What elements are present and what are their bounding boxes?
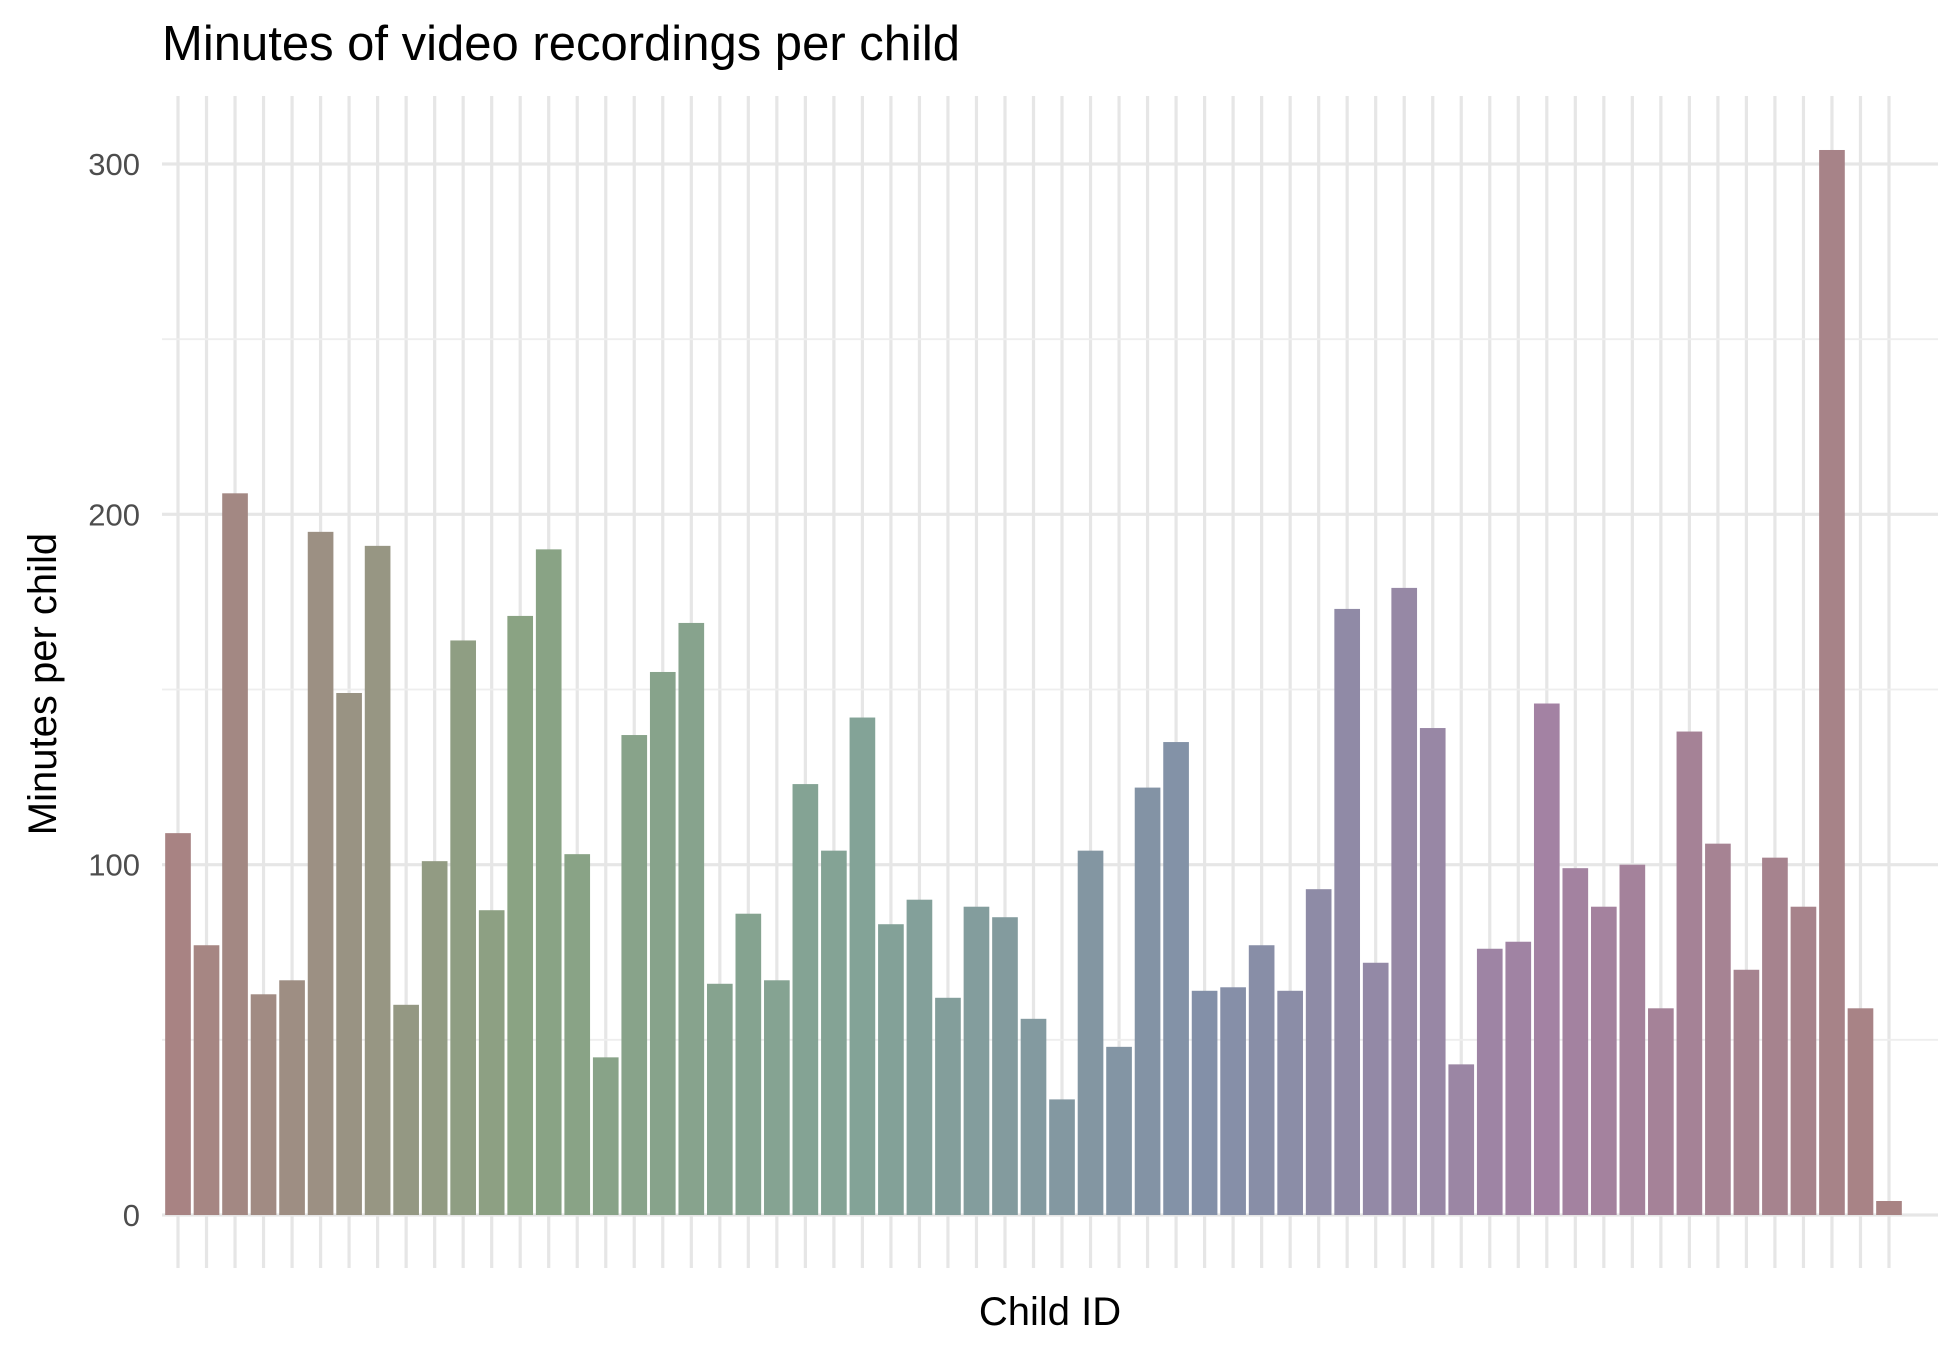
- bar: [649, 671, 676, 1215]
- bar: [621, 735, 648, 1215]
- bar: [1134, 787, 1161, 1215]
- bar: [1419, 728, 1446, 1215]
- bar: [1077, 850, 1104, 1215]
- bar: [1448, 1064, 1475, 1215]
- bar: [507, 615, 534, 1215]
- bar: [535, 549, 562, 1215]
- bar: [1762, 857, 1788, 1215]
- bar: [165, 833, 191, 1215]
- bar: [222, 493, 248, 1215]
- y-axis-title: Minutes per child: [21, 533, 65, 835]
- bar: [193, 945, 220, 1215]
- bar: [1876, 1200, 1902, 1215]
- bar: [821, 850, 847, 1215]
- bar: [1020, 1018, 1047, 1215]
- bar: [1505, 941, 1532, 1215]
- bar: [1733, 969, 1760, 1215]
- bar: [1391, 587, 1418, 1215]
- bar: [1619, 864, 1646, 1215]
- bar: [1163, 742, 1189, 1215]
- bar: [1191, 990, 1218, 1215]
- bar: [421, 861, 448, 1215]
- bar: [592, 1057, 619, 1215]
- bar: [735, 913, 762, 1215]
- bar: [678, 622, 705, 1215]
- bar: [878, 924, 904, 1215]
- y-tick-label: 200: [88, 497, 140, 532]
- bar: [764, 980, 790, 1215]
- bar: [364, 545, 391, 1215]
- bar: [1362, 962, 1389, 1215]
- bar: [279, 980, 305, 1215]
- bar: [1106, 1046, 1132, 1215]
- bar: [393, 1004, 419, 1215]
- bar: [706, 983, 733, 1215]
- bar: [478, 910, 505, 1215]
- y-axis-ticks: 0 100 200 300: [88, 147, 140, 1233]
- bars: [165, 149, 1902, 1216]
- bar: [1334, 608, 1361, 1215]
- bar: [1562, 868, 1589, 1215]
- bar: [1790, 906, 1817, 1215]
- bar: [1277, 990, 1303, 1215]
- bar: [1533, 703, 1560, 1215]
- bar: [935, 997, 961, 1215]
- bar: [307, 531, 334, 1215]
- y-tick-label: 100: [88, 848, 140, 883]
- bar: [1591, 906, 1617, 1215]
- bar: [963, 906, 990, 1215]
- bar: [1648, 1008, 1674, 1215]
- chart-title: Minutes of video recordings per child: [162, 17, 960, 71]
- bar: [250, 994, 277, 1215]
- bar: [450, 640, 476, 1215]
- bar: [1847, 1008, 1874, 1215]
- bar: [1049, 1099, 1075, 1215]
- bar: [1476, 948, 1503, 1215]
- bar: [1676, 731, 1703, 1215]
- bar: [792, 784, 819, 1215]
- bar: [336, 693, 362, 1215]
- y-tick-label: 0: [123, 1198, 140, 1233]
- x-axis-title: Child ID: [979, 1290, 1121, 1334]
- bar: [1248, 945, 1275, 1215]
- bar: [849, 717, 876, 1215]
- bar: [1819, 149, 1845, 1216]
- bar: [1705, 843, 1731, 1215]
- bar: [992, 917, 1018, 1215]
- bar: [906, 899, 933, 1215]
- bar: [1220, 987, 1246, 1215]
- y-tick-label: 300: [88, 147, 140, 182]
- bar: [564, 854, 591, 1215]
- bar: [1305, 889, 1332, 1215]
